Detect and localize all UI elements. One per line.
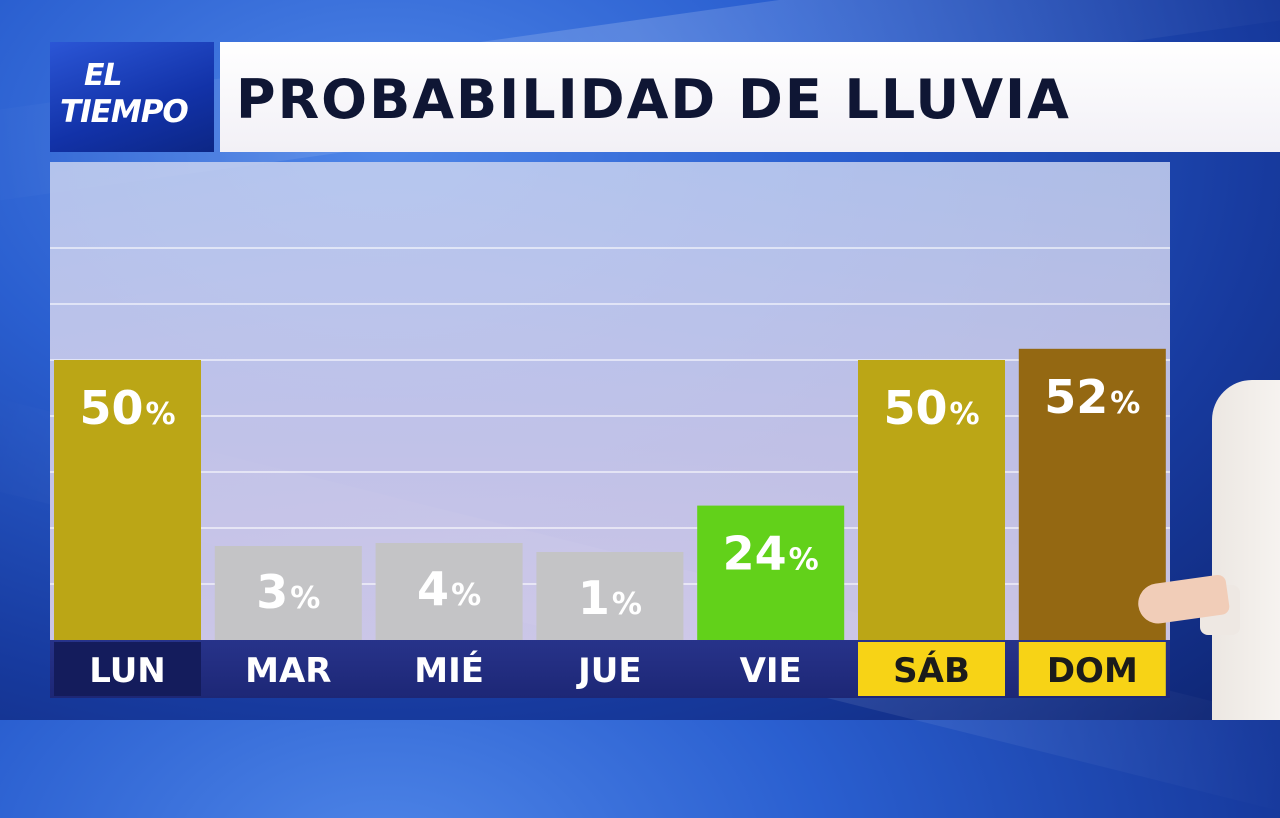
title-bar: PROBABILIDAD DE LLUVIA — [220, 42, 1280, 152]
weekend-label-bg — [1018, 642, 1166, 696]
logo-line-2: TIEMPO — [60, 94, 189, 130]
category-label: MAR — [245, 651, 331, 691]
percent-unit: % — [145, 397, 175, 432]
category-label: MIÉ — [414, 650, 484, 691]
presenter — [1212, 380, 1280, 720]
percent-unit: % — [949, 397, 979, 432]
category-label: VIE — [740, 651, 802, 691]
el-tiempo-logo: EL TIEMPO — [50, 42, 214, 152]
bar-mié — [375, 543, 523, 640]
weekday-label-bg — [54, 642, 201, 696]
logo-line-1: EL — [84, 58, 123, 93]
bar-vie — [697, 505, 845, 640]
weekend-label-bg — [858, 642, 1005, 696]
category-label: LUN — [89, 651, 166, 691]
bar-lun — [54, 360, 201, 640]
percent-unit: % — [451, 578, 481, 613]
category-label: SÁB — [893, 650, 970, 691]
bar-sáb — [858, 360, 1005, 640]
percent-unit: % — [290, 581, 320, 616]
percent-unit: % — [789, 543, 819, 578]
bar-jue — [536, 552, 684, 640]
chart-title: PROBABILIDAD DE LLUVIA — [236, 68, 1071, 131]
category-label: JUE — [576, 651, 641, 691]
percent-unit: % — [1110, 386, 1140, 421]
percent-unit: % — [612, 587, 642, 622]
bar-mar — [214, 546, 362, 640]
category-label: DOM — [1047, 651, 1138, 691]
